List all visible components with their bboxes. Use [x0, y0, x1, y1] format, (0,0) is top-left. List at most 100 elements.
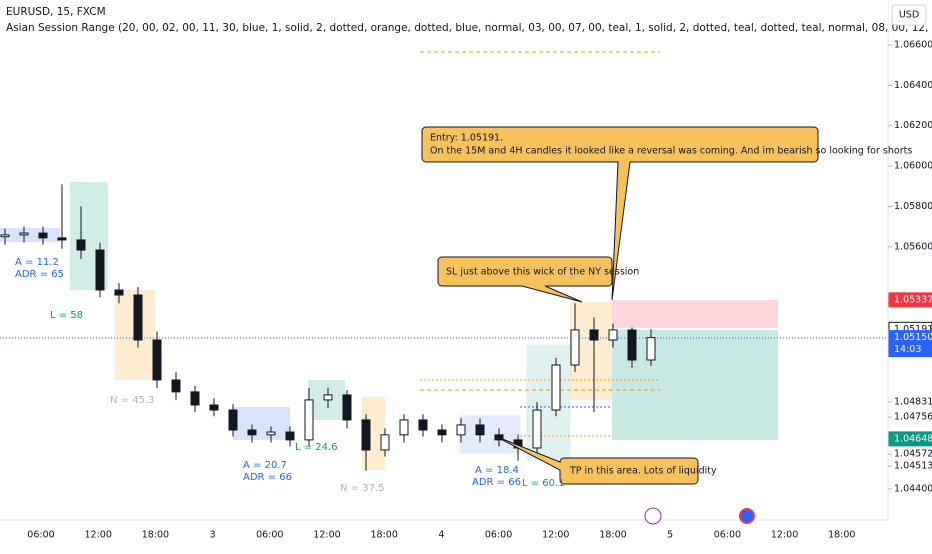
- x-tick-label: 06:00: [27, 530, 54, 541]
- candle-body: [551, 364, 561, 411]
- symbol: EURUSD, 15, FXCM: [6, 6, 106, 18]
- x-tick-label: 18:00: [599, 530, 626, 541]
- x-tick-label: 18:00: [142, 530, 169, 541]
- callout-text: TP in this area. Lots of liquidity: [569, 466, 717, 477]
- session-label: L = 24.6: [295, 442, 338, 453]
- candle-body: [532, 409, 542, 449]
- candle-body: [171, 379, 181, 393]
- x-tick-label: 3: [210, 530, 216, 541]
- callout-text: Entry: 1.05191.: [430, 133, 503, 144]
- event-icon[interactable]: [739, 508, 755, 524]
- candle-body: [76, 239, 86, 251]
- price-badge-label: 1.05150: [894, 332, 932, 343]
- y-tick-label: 1.04831: [894, 396, 932, 407]
- session-label: N = 45.3: [110, 395, 154, 406]
- callout-text: On the 15M and 4H candles it looked like…: [430, 146, 912, 157]
- session-label: A = 11.2: [15, 257, 59, 268]
- candle-body: [418, 419, 428, 431]
- y-tick-label: 1.04513: [894, 461, 932, 472]
- callout-text: SL just above this wick of the NY sessio…: [446, 267, 639, 278]
- candle-body: [570, 329, 580, 366]
- candle-body: [361, 419, 371, 451]
- candle-body: [0, 234, 10, 238]
- session-label: A = 18.4: [475, 465, 519, 476]
- candle-body: [209, 404, 219, 411]
- candle-body: [133, 294, 143, 341]
- price-badge-label: 1.05191: [894, 324, 932, 335]
- x-tick-label: 12:00: [85, 530, 112, 541]
- callouts: Entry: 1.05191. On the 15M and 4H candle…: [421, 126, 912, 485]
- currency[interactable]: USD: [899, 10, 919, 21]
- candle-body: [114, 289, 124, 296]
- y-tick-label: 1.06600: [894, 39, 932, 50]
- currency-button[interactable]: [891, 4, 927, 26]
- candle-body: [589, 329, 599, 341]
- y-tick-label: 1.04756: [894, 412, 932, 423]
- candle-body: [304, 399, 314, 441]
- candles: [0, 184, 656, 471]
- x-tick-label: 4: [438, 530, 444, 541]
- callout-box: [421, 126, 819, 301]
- x-tick-label: 06:00: [485, 530, 512, 541]
- x-tick-label: 06:00: [256, 530, 283, 541]
- session-box: [362, 397, 385, 470]
- candle-body: [190, 391, 200, 406]
- candle-body: [38, 232, 48, 239]
- session-label: A = 20.7: [243, 460, 287, 471]
- candle-body: [380, 434, 390, 451]
- countdown: 14:03: [894, 344, 921, 355]
- candle-body: [456, 424, 466, 436]
- session-box: [0, 228, 60, 242]
- price-badge: [888, 330, 932, 358]
- session-label: ADR = 66: [472, 477, 521, 488]
- stop-zone: [612, 300, 778, 328]
- candle-body: [57, 237, 67, 241]
- candle-body: [342, 394, 352, 421]
- candle-body: [285, 431, 295, 441]
- candle-body: [399, 419, 409, 436]
- candle-body: [323, 394, 333, 401]
- y-tick-label: 1.06200: [894, 120, 932, 131]
- header-bg: [0, 0, 888, 34]
- price-badge-label: 1.04648: [894, 433, 932, 444]
- indicator: Asian Session Range (20, 00, 02, 00, 11,…: [6, 22, 932, 34]
- session-box: [459, 415, 521, 454]
- x-tick-label: 12:00: [542, 530, 569, 541]
- event-icon[interactable]: [644, 507, 662, 525]
- candle-body: [627, 329, 637, 361]
- candle-body: [228, 409, 238, 431]
- callout-box: [437, 256, 613, 303]
- price-badge: [888, 431, 932, 447]
- candle-body: [266, 431, 276, 436]
- y-tick-label: 1.05800: [894, 201, 932, 212]
- x-tick-label: 18:00: [371, 530, 398, 541]
- y-tick-label: 1.06400: [894, 80, 932, 91]
- candle-body: [247, 429, 257, 436]
- x-tick-label: 12:00: [313, 530, 340, 541]
- y-tick-label: 1.05600: [894, 241, 932, 252]
- candle-body: [437, 429, 447, 436]
- session-label: L = 60.1: [522, 478, 565, 489]
- callout-box: [494, 435, 699, 485]
- x-tick-label: 5: [667, 530, 673, 541]
- y-tick-label: 1.04400: [894, 483, 932, 494]
- y-tick-label: 1.04572: [894, 449, 932, 460]
- candle-body: [475, 424, 485, 436]
- session-label: N = 37.5: [340, 483, 384, 494]
- session-box: [233, 407, 290, 440]
- candle-body: [646, 337, 656, 361]
- session-label: ADR = 65: [15, 269, 64, 280]
- target-zone: [612, 330, 778, 440]
- price-badge-label: 1.05337: [894, 294, 932, 305]
- candle-body: [608, 329, 618, 341]
- x-tick-label: 06:00: [714, 530, 741, 541]
- candle-body: [19, 232, 29, 236]
- candle-body: [95, 249, 105, 291]
- x-tick-label: 18:00: [828, 530, 855, 541]
- y-tick-label: 1.06000: [894, 161, 932, 172]
- session-label: ADR = 66: [243, 472, 292, 483]
- x-tick-label: 12:00: [771, 530, 798, 541]
- candle-body: [152, 339, 162, 381]
